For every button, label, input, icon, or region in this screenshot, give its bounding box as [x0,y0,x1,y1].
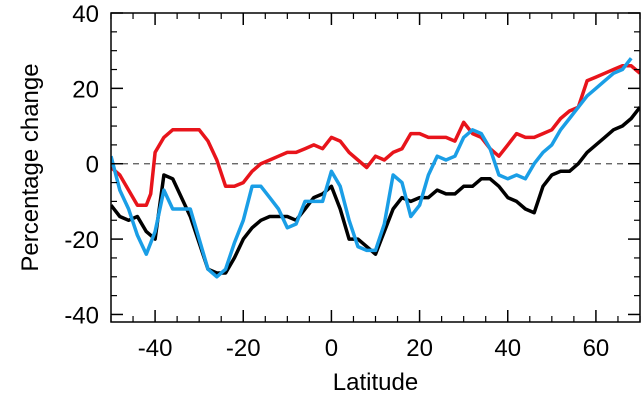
y-tick-label: 40 [72,1,99,28]
x-tick-label: 60 [583,335,610,362]
x-tick-label: -40 [138,335,173,362]
tick-layer: -40 -20 0 20 40 60 -40 -20 0 20 40 [64,1,641,362]
plot-frame [110,12,641,323]
y-tick-label: -40 [64,302,99,329]
series-layer [111,57,640,279]
x-axis-title: Latitude [333,369,418,396]
y-tick-label: -20 [64,227,99,254]
x-tick-label: 40 [494,335,521,362]
series-red-line [111,64,640,207]
series-blue-line [111,57,633,279]
x-tick-label: 0 [325,335,338,362]
y-tick-label: 0 [86,152,99,179]
y-axis-title: Percentage change [17,63,44,271]
y-tick-label: 20 [72,76,99,103]
x-tick-label: -20 [226,335,261,362]
x-tick-label: 20 [406,335,433,362]
